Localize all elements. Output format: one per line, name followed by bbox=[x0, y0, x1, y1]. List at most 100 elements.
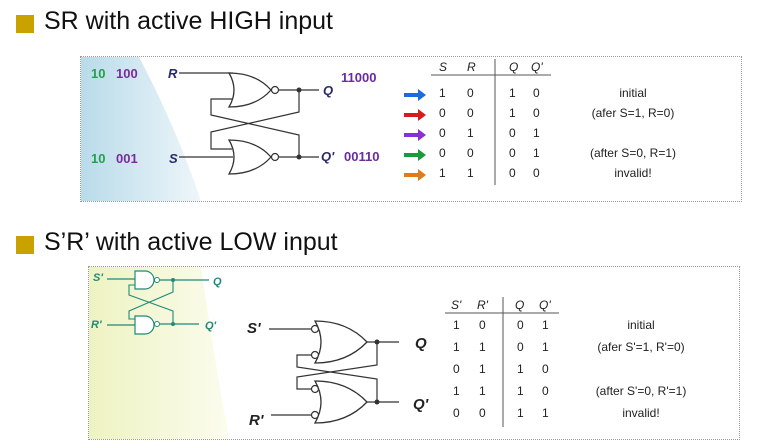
svg-text:0: 0 bbox=[533, 166, 540, 180]
row-note: invalid! bbox=[614, 166, 651, 180]
col-header-qn: Q' bbox=[531, 60, 543, 74]
svg-text:0: 0 bbox=[439, 146, 446, 160]
sr-low-truth-table: S' R' Q Q' 1 0 0 1 initial 1 1 0 1 (afer… bbox=[445, 297, 686, 427]
svg-text:0: 0 bbox=[542, 384, 549, 398]
feedback-wire-1 bbox=[210, 90, 300, 150]
svg-text:1: 1 bbox=[542, 340, 549, 354]
feedback-wire-1 bbox=[296, 342, 378, 390]
table-row: 1 0 0 1 initial bbox=[453, 318, 655, 332]
svg-text:0: 0 bbox=[517, 340, 524, 354]
sr-low-latch-diagram: S' Q R' Q' S' Q R' bbox=[89, 267, 686, 439]
svg-text:0: 0 bbox=[453, 406, 460, 420]
svg-text:0: 0 bbox=[517, 318, 524, 332]
section1-heading: SR with active HIGH input bbox=[44, 7, 333, 35]
svg-text:0: 0 bbox=[439, 126, 446, 140]
bullet-marker bbox=[16, 15, 34, 33]
row-note: (afer S'=1, R'=0) bbox=[597, 340, 684, 354]
svg-text:Q': Q' bbox=[205, 320, 217, 332]
svg-text:1: 1 bbox=[509, 106, 516, 120]
svg-text:0: 0 bbox=[509, 146, 516, 160]
qn-output-bits: 00110 bbox=[344, 149, 379, 164]
q-output-bits: 11000 bbox=[341, 70, 376, 85]
svg-text:0: 0 bbox=[533, 106, 540, 120]
svg-text:1: 1 bbox=[517, 406, 524, 420]
nor-gate-bottom bbox=[227, 139, 272, 175]
svg-text:0: 0 bbox=[542, 362, 549, 376]
svg-text:0: 0 bbox=[467, 86, 474, 100]
row-note: initial bbox=[627, 318, 654, 332]
svg-text:1: 1 bbox=[479, 362, 486, 376]
svg-text:1: 1 bbox=[439, 166, 446, 180]
svg-text:1: 1 bbox=[479, 340, 486, 354]
r-bits-green: 10 bbox=[91, 66, 105, 81]
svg-text:1: 1 bbox=[517, 362, 524, 376]
svg-text:1: 1 bbox=[517, 384, 524, 398]
svg-text:R': R' bbox=[91, 319, 102, 331]
svg-text:0: 0 bbox=[533, 86, 540, 100]
svg-text:1: 1 bbox=[542, 406, 549, 420]
col-header-q: Q bbox=[515, 298, 524, 312]
col-header-r-prime: R' bbox=[477, 298, 489, 312]
s-input-label: S bbox=[169, 151, 178, 166]
row-note: invalid! bbox=[622, 406, 659, 420]
q-output-label: Q bbox=[323, 83, 333, 98]
q-label: Q bbox=[415, 335, 427, 352]
sr-low-latch-panel: S' Q R' Q' S' Q R' bbox=[88, 266, 740, 440]
table-row: 0 0 0 1 (after S=0, R=1) bbox=[439, 146, 676, 160]
svg-text:S': S' bbox=[93, 272, 103, 284]
svg-text:0: 0 bbox=[453, 362, 460, 376]
svg-text:1: 1 bbox=[453, 384, 460, 398]
row-note: (afer S=1, R=0) bbox=[592, 106, 675, 120]
col-header-qn: Q' bbox=[539, 298, 551, 312]
qn-label: Q' bbox=[413, 396, 429, 413]
feedback-wire-2 bbox=[296, 354, 378, 402]
s-bits-purple: 001 bbox=[116, 151, 138, 166]
svg-text:0: 0 bbox=[439, 106, 446, 120]
section2-heading: S’R’ with active LOW input bbox=[44, 228, 338, 256]
svg-text:0: 0 bbox=[467, 146, 474, 160]
or-gate-top bbox=[313, 320, 368, 364]
table-row: 0 1 1 0 bbox=[453, 362, 549, 376]
sr-latch-diagram: 10 100 R 10 001 S Q 11000 Q' 00110 bbox=[81, 57, 676, 201]
bullet-marker bbox=[16, 236, 34, 254]
r-bits-purple: 100 bbox=[116, 66, 138, 81]
table-row: 1 1 0 1 (afer S'=1, R'=0) bbox=[453, 340, 685, 354]
svg-text:1: 1 bbox=[533, 126, 540, 140]
svg-text:1: 1 bbox=[453, 340, 460, 354]
arrow-purple bbox=[404, 129, 426, 141]
s-bits-green: 10 bbox=[91, 151, 105, 166]
svg-text:0: 0 bbox=[509, 166, 516, 180]
row-arrows bbox=[404, 89, 426, 181]
arrow-blue bbox=[404, 89, 426, 101]
feedback-wire-2 bbox=[210, 98, 300, 157]
table-row: 0 1 0 1 bbox=[439, 126, 540, 140]
small-nand-circuit: S' Q R' Q' bbox=[91, 270, 222, 335]
col-header-s: S bbox=[439, 60, 447, 74]
table-row: 1 0 1 0 initial bbox=[439, 86, 647, 100]
svg-text:1: 1 bbox=[533, 146, 540, 160]
background-wedge bbox=[89, 267, 229, 439]
col-header-s-prime: S' bbox=[451, 298, 462, 312]
background-wedge bbox=[81, 57, 201, 201]
r-prime-label: R' bbox=[249, 412, 264, 429]
svg-text:1: 1 bbox=[467, 126, 474, 140]
svg-text:1: 1 bbox=[509, 86, 516, 100]
col-header-r: R bbox=[467, 60, 476, 74]
table-row: 1 1 0 0 invalid! bbox=[439, 166, 652, 180]
svg-text:1: 1 bbox=[453, 318, 460, 332]
s-prime-label: S' bbox=[247, 320, 261, 337]
table-row: 0 0 1 0 (afer S=1, R=0) bbox=[439, 106, 674, 120]
or-gate-bottom bbox=[313, 380, 368, 424]
col-header-q: Q bbox=[509, 60, 518, 74]
sr-latch-panel: 10 100 R 10 001 S Q 11000 Q' 00110 bbox=[80, 56, 742, 202]
qn-output-label: Q' bbox=[321, 149, 335, 164]
svg-text:0: 0 bbox=[467, 106, 474, 120]
arrow-red bbox=[404, 109, 426, 121]
svg-text:1: 1 bbox=[479, 384, 486, 398]
main-latch-circuit: S' Q R' Q' bbox=[247, 320, 429, 429]
row-note: (after S=0, R=1) bbox=[590, 146, 676, 160]
nor-gate-top bbox=[227, 72, 272, 108]
arrow-orange bbox=[404, 169, 426, 181]
arrow-green bbox=[404, 149, 426, 161]
svg-text:1: 1 bbox=[542, 318, 549, 332]
